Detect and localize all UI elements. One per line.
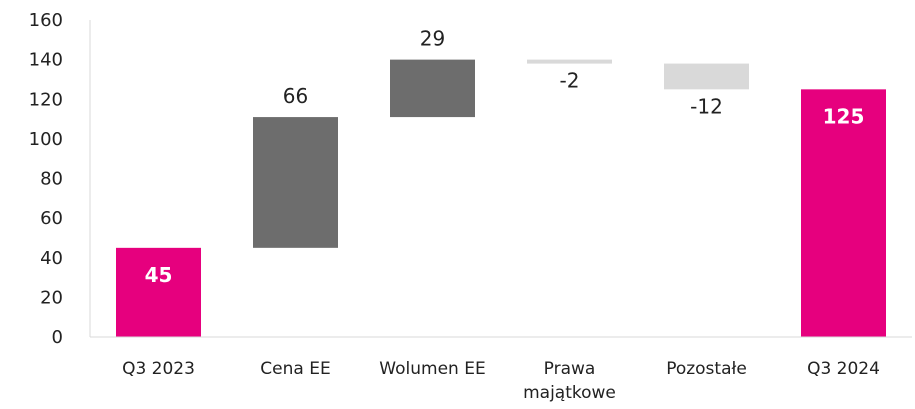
bar-value-label: -2	[560, 69, 580, 93]
x-axis: Q3 2023 Cena EE Wolumen EE Prawa majątkowe Po…	[90, 336, 912, 403]
y-tick-label: 20	[40, 287, 63, 308]
x-category-label: Pozostałe	[666, 359, 747, 379]
bar-value-label: 125	[823, 104, 865, 128]
bar-labels-group: 45 66 29 -2 -12 125	[145, 27, 865, 287]
y-tick-label: 100	[29, 129, 63, 150]
delta-bar	[527, 59, 612, 64]
total-bar	[801, 89, 886, 337]
delta-bar	[664, 63, 749, 90]
y-tick-label: 40	[40, 248, 63, 269]
bar-value-label: 45	[145, 263, 173, 287]
x-category-label: Q3 2023	[122, 359, 195, 379]
bars-group	[116, 59, 886, 337]
bar-value-label: 66	[283, 84, 308, 108]
y-tick-label: 60	[40, 208, 63, 229]
y-tick-label: 140	[29, 50, 63, 71]
x-category-label: Prawa majątkowe	[523, 359, 616, 403]
y-tick-label: 80	[40, 169, 63, 190]
x-category-label: Wolumen EE	[379, 359, 485, 379]
y-tick-label: 120	[29, 89, 63, 110]
delta-bar	[253, 117, 338, 248]
y-tick-label: 0	[52, 327, 63, 348]
y-tick-label: 160	[29, 10, 63, 31]
total-bar	[116, 247, 201, 337]
bar-value-label: 29	[420, 27, 445, 51]
x-category-label: Q3 2024	[807, 359, 880, 379]
y-axis: 0 20 40 60 80 100 120 140 160	[29, 10, 91, 348]
x-category-label: Cena EE	[260, 359, 330, 379]
bar-value-label: -12	[690, 94, 723, 118]
delta-bar	[390, 59, 475, 118]
